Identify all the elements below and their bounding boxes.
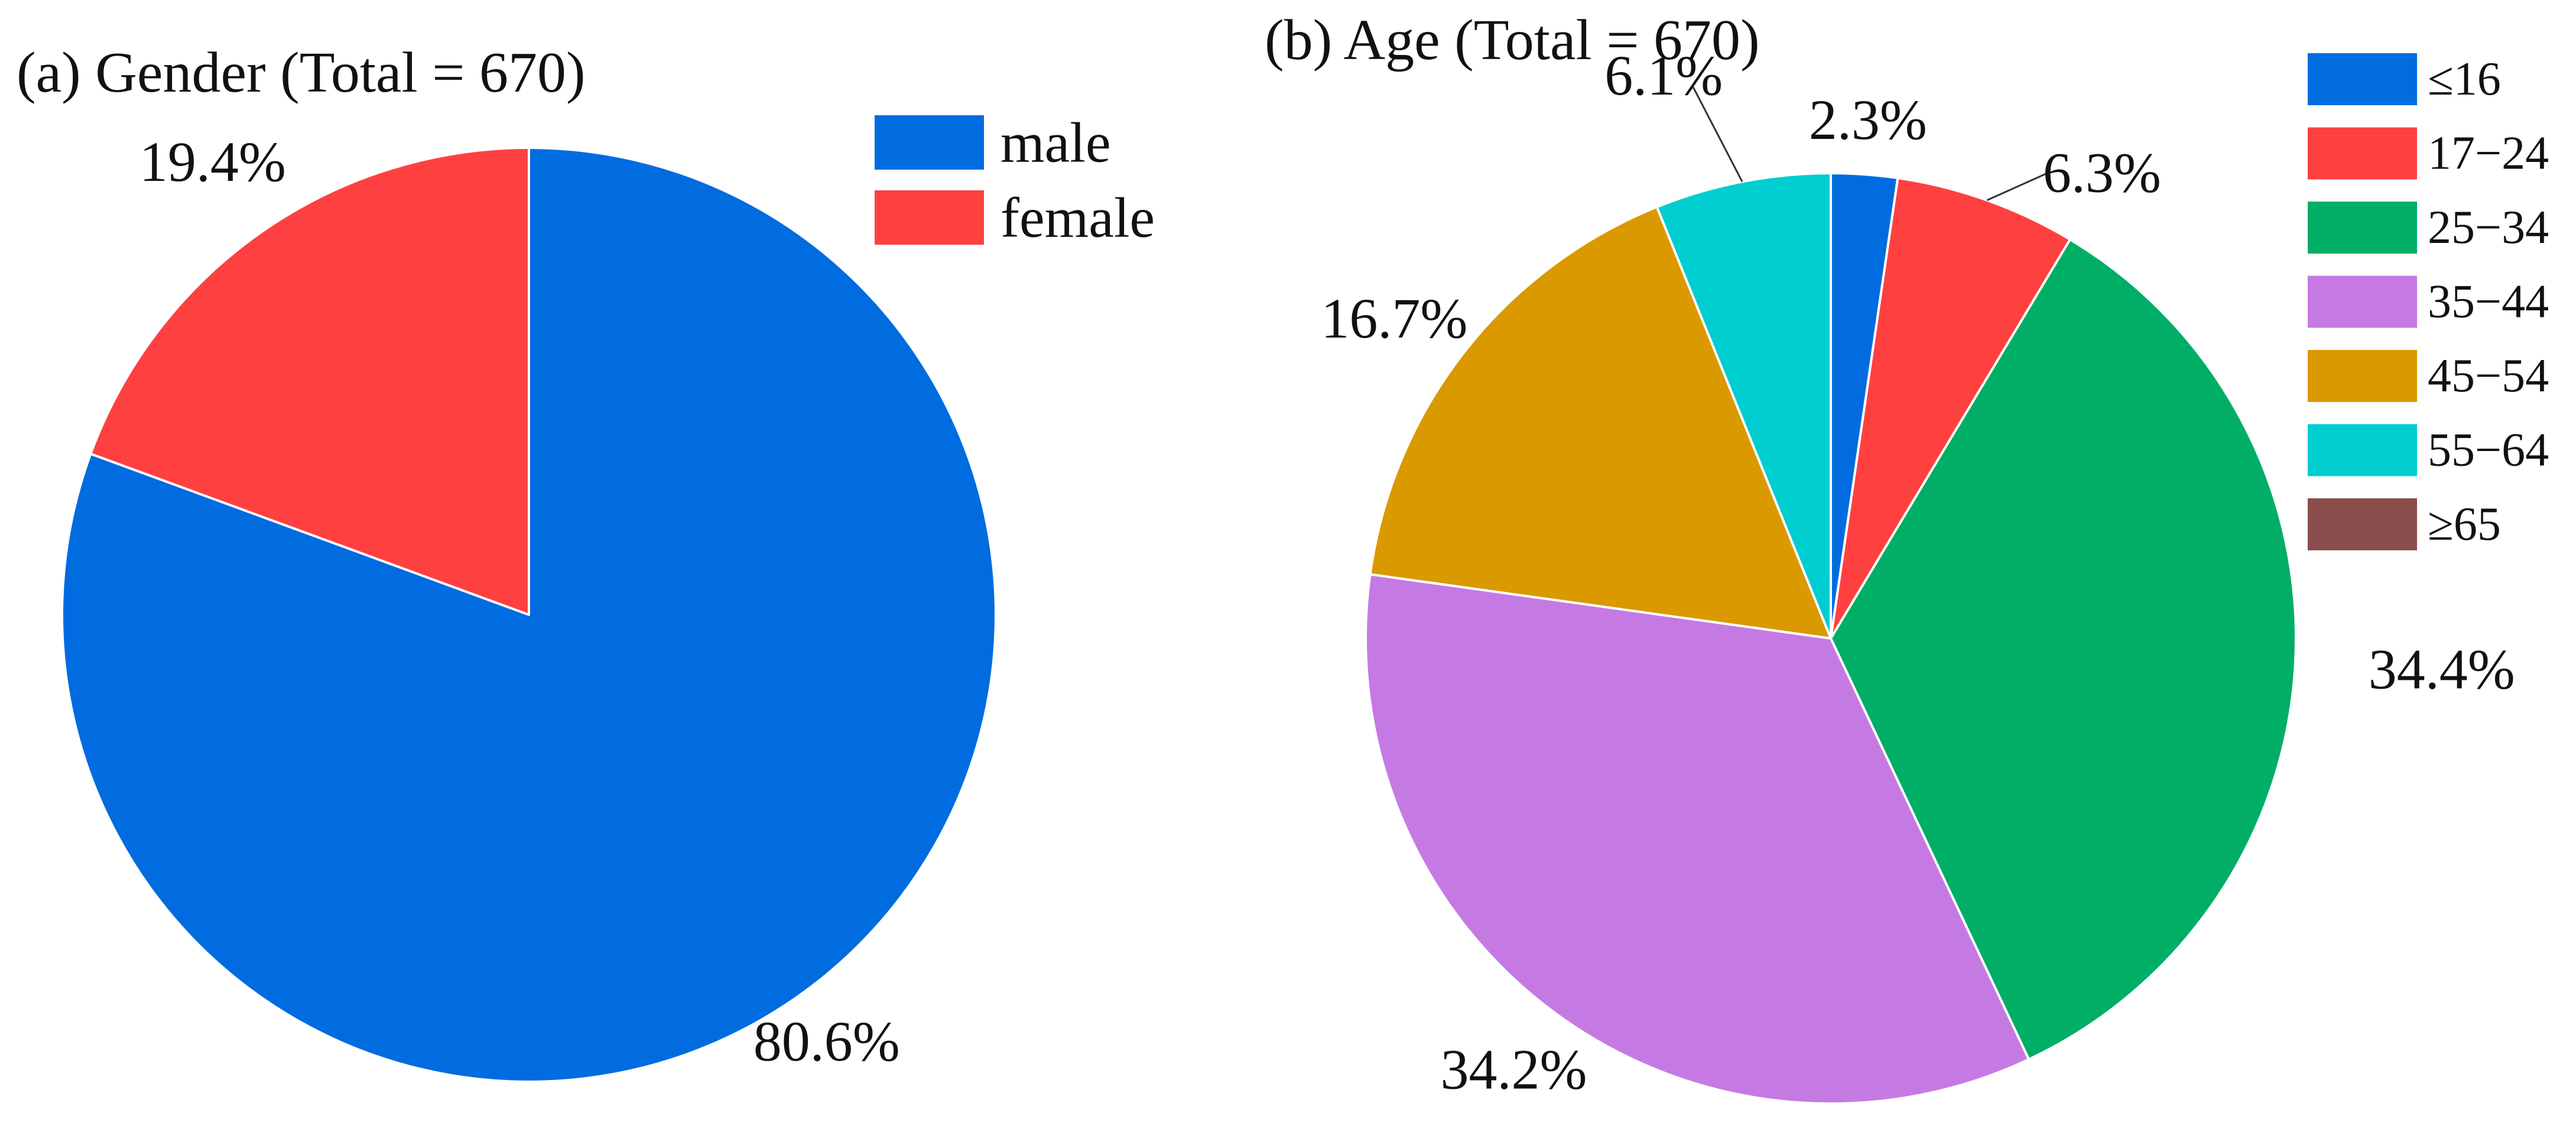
age-label-le-to-16: 2.3% [1809,88,1927,151]
gender-chart-title: (a) Gender (Total = 670) [17,41,586,105]
age-slice-17-to-24 [1830,177,2071,640]
age-pie-slices [1365,172,2297,1105]
age-legend-swatch-le-to-16 [2308,53,2417,105]
gender-legend-swatch-male [875,115,984,170]
age-pie-leader-lines [1692,86,2049,202]
age-chart-title: (b) Age (Total = 670) [1265,8,1760,72]
gender-label-female: 19.4% [139,130,286,193]
age-legend-label-55-to-64: 55−64 [2428,424,2549,476]
age-legend-label-17-to-24: 17−24 [2428,128,2549,180]
age-legend-swatch-35-to-44 [2308,275,2417,328]
gender-pie-panel: (a) Gender (Total = 670) 80.6% 19.4% male… [17,41,1155,1083]
gender-pie-slices [61,147,997,1083]
age-label-17-to-24: 6.3% [2043,141,2161,204]
age-pie-labels: 2.3% 6.3% 34.4% 34.2% 16.7% 6.1% [1321,44,2515,1101]
age-pie-panel: (b) Age (Total = 670) 2.3% 6.3% 34.4% 34.2%… [1265,8,2549,1105]
age-legend-swatch-25-to-34 [2308,202,2417,254]
gender-label-male: 80.6% [753,1010,900,1073]
gender-pie-labels: 80.6% 19.4% [139,130,900,1073]
age-legend-label-ge-to-65: ≥65 [2428,498,2501,550]
age-legend-swatch-17-to-24 [2308,127,2417,180]
age-leader-17-to-24 [1986,171,2049,202]
age-label-25-to-34: 34.4% [2369,638,2515,701]
age-legend-label-25-to-34: 25−34 [2428,202,2549,254]
age-legend-label-45-to-54: 45−54 [2428,350,2549,402]
age-legend-swatch-45-to-54 [2308,350,2417,402]
age-legend-label-le-to-16: ≤16 [2428,53,2501,105]
age-slice-35-to-44 [1365,573,2031,1105]
age-legend-swatch-55-to-64 [2308,424,2417,476]
age-label-55-to-64: 6.1% [1604,44,1723,107]
age-slice-55-to-64 [1655,172,1832,640]
age-label-45-to-54: 16.7% [1321,287,1467,350]
age-slice-25-to-34 [1830,238,2297,1061]
gender-legend: male female [875,111,1155,249]
gender-legend-label-male: male [1000,111,1111,174]
age-legend-swatch-ge-to-65 [2308,498,2417,550]
gender-legend-label-female: female [1000,186,1155,249]
age-legend: ≤16 17−24 25−34 35−44 45−54 55−64 ≥65 [2308,53,2549,550]
age-label-35-to-44: 34.2% [1441,1037,1587,1101]
gender-slice-female [89,147,530,616]
age-slice-45-to-54 [1369,206,1832,640]
age-legend-label-35-to-44: 35−44 [2428,276,2549,328]
age-leader-55-to-64 [1692,86,1743,183]
gender-legend-swatch-female [875,190,984,245]
